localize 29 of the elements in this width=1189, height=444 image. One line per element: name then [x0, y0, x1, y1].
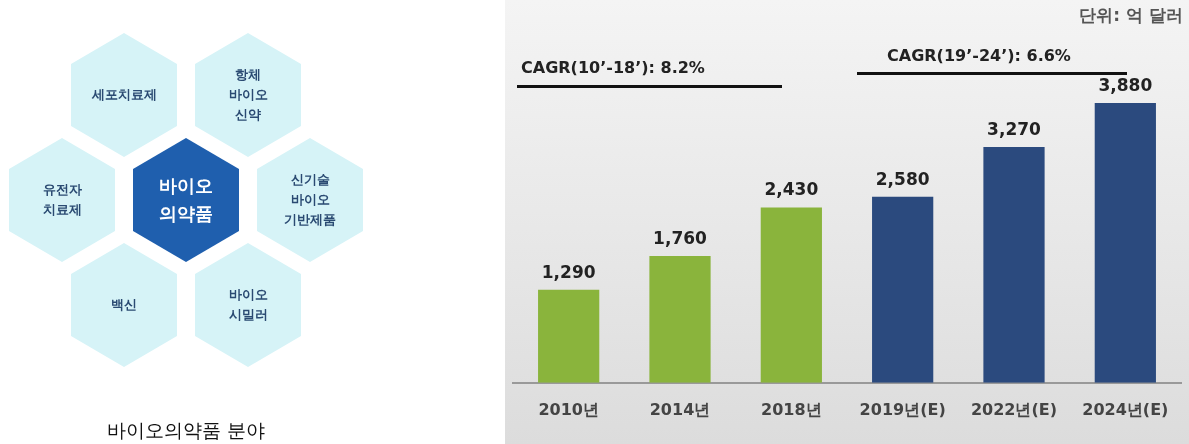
x-tick-label: 2024년(E)	[1082, 399, 1169, 419]
bar	[872, 196, 934, 383]
text: CAGR(19’-24’): 6.6%	[887, 46, 1071, 65]
data-label: 1,760	[653, 227, 708, 248]
data-label: 3,880	[1098, 74, 1153, 95]
text: 백신	[71, 243, 177, 367]
text: 항체 바이오 신약	[195, 33, 301, 157]
text: 세포치료제	[71, 33, 177, 157]
text: 단위: 억 달러	[1079, 4, 1183, 27]
data-label: 2,580	[875, 168, 930, 189]
bar	[538, 289, 600, 383]
data-label: 3,270	[987, 118, 1042, 139]
bar	[760, 207, 822, 383]
data-label: 2,430	[764, 179, 819, 200]
text: 바이오 의약품	[133, 138, 239, 262]
bar	[1094, 103, 1156, 383]
text: 유전자 치료제	[9, 138, 115, 262]
text: 신기술 바이오 기반제품	[257, 138, 363, 262]
x-tick-label: 2014년	[649, 399, 711, 419]
text: CAGR(10’-18’): 8.2%	[521, 58, 705, 77]
text: 바이오 시밀러	[195, 243, 301, 367]
text: 바이오의약품 분야	[105, 418, 266, 443]
bar	[649, 255, 711, 383]
x-tick-label: 2010년	[538, 399, 599, 419]
x-tick-label: 2019년(E)	[859, 399, 946, 419]
x-tick-label: 2022년(E)	[970, 399, 1058, 419]
data-label: 1,290	[541, 261, 596, 282]
x-tick-label: 2018년	[761, 399, 822, 419]
bar	[983, 146, 1045, 383]
